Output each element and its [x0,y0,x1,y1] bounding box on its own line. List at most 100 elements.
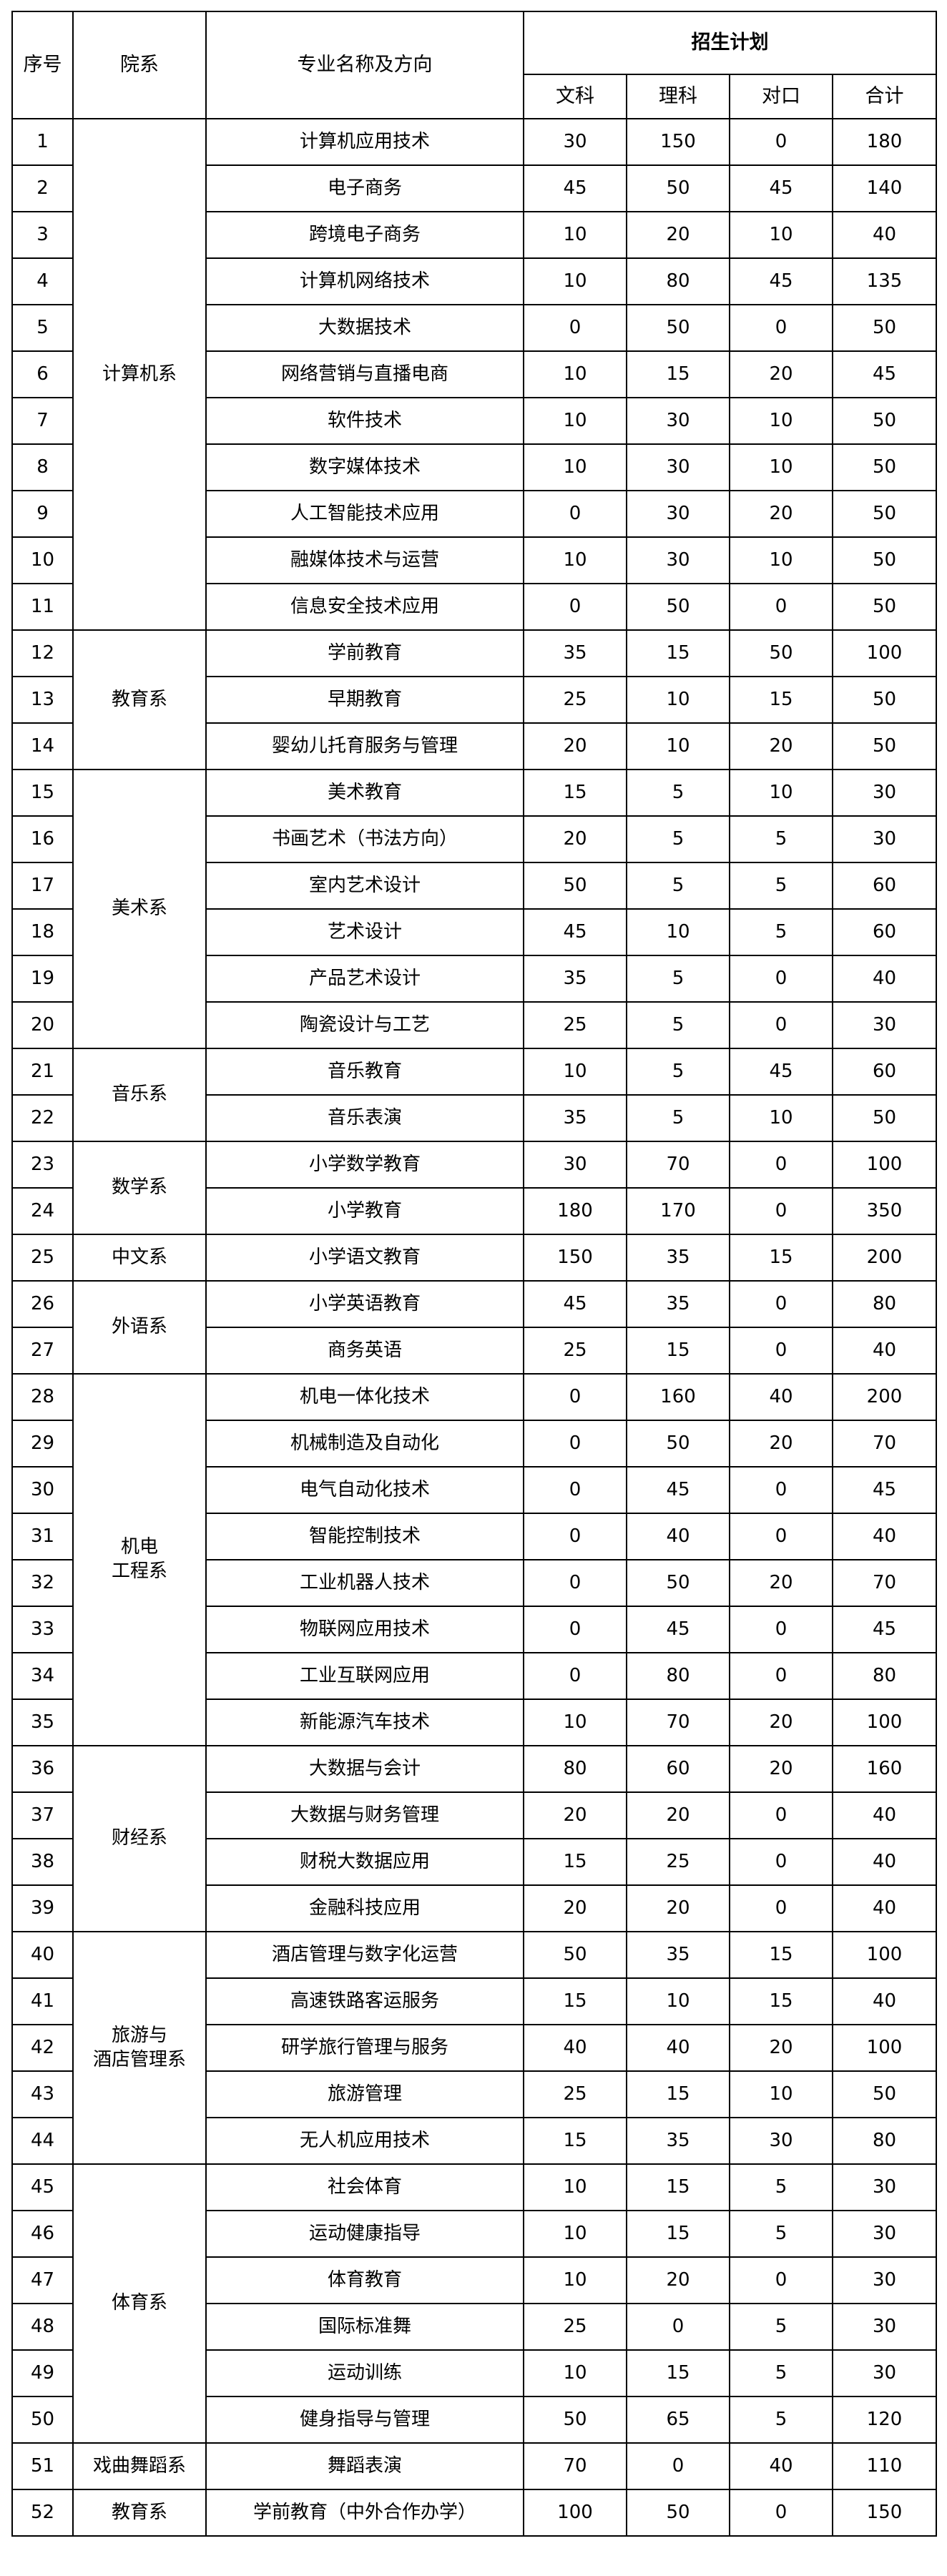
header-major: 专业名称及方向 [205,11,524,119]
like-count: 80 [626,1652,730,1700]
total-count: 100 [832,1931,937,1979]
row-number: 45 [11,2163,74,2211]
wenke-count: 20 [523,815,627,863]
table-row: 32 工业机器人技术 0 50 20 70 [11,1559,937,1607]
wenke-count: 10 [523,397,627,445]
department-cell: 中文系 [72,1234,207,1282]
like-count: 5 [626,1094,730,1142]
major-name: 数字媒体技术 [205,443,524,491]
major-name: 室内艺术设计 [205,862,524,910]
like-count: 50 [626,1559,730,1607]
major-name: 艺术设计 [205,908,524,956]
total-count: 180 [832,118,937,166]
major-name: 社会体育 [205,2163,524,2211]
row-number: 30 [11,1466,74,1514]
total-count: 110 [832,2442,937,2490]
table-row: 31 智能控制技术 0 40 0 40 [11,1513,937,1560]
row-number: 8 [11,443,74,491]
row-number: 13 [11,676,74,724]
duikou-count: 0 [729,304,833,352]
row-number: 1 [11,118,74,166]
duikou-count: 5 [729,2163,833,2211]
table-row: 5 大数据技术 0 50 0 50 [11,304,937,352]
row-number: 44 [11,2117,74,2165]
like-count: 50 [626,164,730,212]
major-name: 物联网应用技术 [205,1606,524,1653]
major-name: 工业机器人技术 [205,1559,524,1607]
major-name: 大数据与财务管理 [205,1791,524,1839]
total-count: 40 [832,1884,937,1932]
total-count: 30 [832,2303,937,2351]
wenke-count: 10 [523,1048,627,1096]
total-count: 45 [832,1606,937,1653]
like-count: 20 [626,211,730,259]
major-name: 小学数学教育 [205,1141,524,1189]
total-count: 40 [832,1513,937,1560]
major-name: 无人机应用技术 [205,2117,524,2165]
wenke-count: 10 [523,443,627,491]
table-row: 30 电气自动化技术 0 45 0 45 [11,1466,937,1514]
table-row: 16 书画艺术（书法方向） 20 5 5 30 [11,815,937,863]
table-row: 9 人工智能技术应用 0 30 20 50 [11,490,937,538]
like-count: 5 [626,815,730,863]
major-name: 机电一体化技术 [205,1373,524,1421]
duikou-count: 10 [729,769,833,817]
table-row: 35 新能源汽车技术 10 70 20 100 [11,1699,937,1746]
like-count: 70 [626,1141,730,1189]
row-number: 2 [11,164,74,212]
duikou-count: 0 [729,1141,833,1189]
duikou-count: 10 [729,397,833,445]
row-number: 28 [11,1373,74,1421]
row-number: 26 [11,1280,74,1328]
table-body: 1 计算机系 计算机应用技术 30 150 0 180 2 电子商务 45 50 45 140 3 跨境电子… [11,118,937,2537]
row-number: 5 [11,304,74,352]
total-count: 70 [832,1559,937,1607]
major-name: 大数据技术 [205,304,524,352]
row-number: 6 [11,350,74,398]
wenke-count: 0 [523,1652,627,1700]
header-plan: 招生计划 [523,11,937,75]
total-count: 135 [832,257,937,305]
row-number: 9 [11,490,74,538]
total-count: 160 [832,1745,937,1793]
duikou-count: 40 [729,2442,833,2490]
like-count: 5 [626,769,730,817]
total-count: 50 [832,397,937,445]
wenke-count: 10 [523,2349,627,2397]
like-count: 50 [626,583,730,631]
department-cell: 旅游与 酒店管理系 [72,1931,207,2165]
wenke-count: 30 [523,1141,627,1189]
duikou-count: 40 [729,1373,833,1421]
duikou-count: 0 [729,583,833,631]
major-name: 体育教育 [205,2256,524,2304]
row-number: 38 [11,1838,74,1886]
like-count: 50 [626,1420,730,1468]
total-count: 140 [832,164,937,212]
duikou-count: 0 [729,1838,833,1886]
major-name: 工业互联网应用 [205,1652,524,1700]
table-row: 7 软件技术 10 30 10 50 [11,397,937,445]
like-count: 35 [626,2117,730,2165]
total-count: 30 [832,2210,937,2258]
major-name: 旅游管理 [205,2070,524,2118]
like-count: 65 [626,2396,730,2444]
row-number: 23 [11,1141,74,1189]
duikou-count: 20 [729,1420,833,1468]
duikou-count: 0 [729,1884,833,1932]
total-count: 40 [832,1791,937,1839]
total-count: 45 [832,350,937,398]
like-count: 25 [626,1838,730,1886]
duikou-count: 30 [729,2117,833,2165]
total-count: 45 [832,1466,937,1514]
department-cell: 财经系 [72,1745,207,1932]
total-count: 30 [832,2349,937,2397]
table-row: 38 财税大数据应用 15 25 0 40 [11,1838,937,1886]
header-total: 合计 [832,74,937,119]
wenke-count: 35 [523,1094,627,1142]
wenke-count: 0 [523,490,627,538]
department-cell: 数学系 [72,1141,207,1235]
department-cell: 音乐系 [72,1048,207,1142]
duikou-count: 20 [729,1699,833,1746]
like-count: 60 [626,1745,730,1793]
major-name: 商务英语 [205,1327,524,1375]
